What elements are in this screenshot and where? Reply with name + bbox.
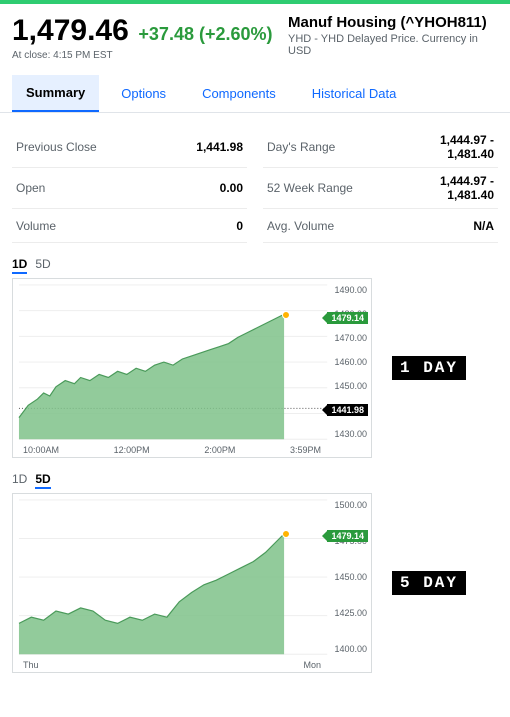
stat-value: 0	[236, 219, 243, 233]
last-price: 1,479.46	[12, 14, 129, 48]
stat-label: Avg. Volume	[267, 219, 334, 233]
stats-table: Previous Close 1,441.98 Day's Range 1,44…	[0, 113, 510, 251]
chart1-current-tag: 1479.14	[327, 312, 368, 324]
badge-1-day: 1 DAY	[392, 356, 466, 380]
stat-label: 52 Week Range	[267, 181, 353, 195]
chart1-row: 1490.001480.001470.001460.001450.001440.…	[0, 278, 510, 466]
badge-5-day: 5 DAY	[392, 571, 466, 595]
chart2-range-tabs: 1D 5D	[0, 466, 510, 493]
chart1-range-tabs: 1D 5D	[0, 251, 510, 278]
stat-label: Day's Range	[267, 140, 335, 154]
chart1-current-marker	[282, 311, 290, 319]
tab-components[interactable]: Components	[188, 76, 290, 111]
stat-value: 1,444.97 - 1,481.40	[440, 133, 494, 161]
stat-value: 1,444.97 - 1,481.40	[440, 174, 494, 202]
tab-options[interactable]: Options	[107, 76, 180, 111]
stat-days-range: Day's Range 1,444.97 - 1,481.40	[263, 127, 498, 168]
chart-1d[interactable]: 1490.001480.001470.001460.001450.001440.…	[12, 278, 372, 458]
stat-volume: Volume 0	[12, 209, 247, 243]
tab-historical-data[interactable]: Historical Data	[298, 76, 411, 111]
chart2-current-marker	[282, 530, 290, 538]
title-block: Manuf Housing (^YHOH811) YHD - YHD Delay…	[288, 14, 498, 57]
tab-summary[interactable]: Summary	[12, 75, 99, 112]
stat-value: 0.00	[220, 181, 243, 195]
stat-52-week-range: 52 Week Range 1,444.97 - 1,481.40	[263, 168, 498, 209]
symbol-subtitle: YHD - YHD Delayed Price. Currency in USD	[288, 33, 498, 57]
stat-label: Open	[16, 181, 45, 195]
header: 1,479.46 +37.48 (+2.60%) At close: 4:15 …	[0, 4, 510, 67]
range-tab-1d[interactable]: 1D	[12, 257, 27, 274]
chart2-svg	[13, 494, 371, 672]
price-change: +37.48 (+2.60%)	[138, 24, 272, 45]
chart2-row: 1500.001475.001450.001425.001400.00 ThuM…	[0, 493, 510, 681]
stat-value: 1,441.98	[196, 140, 243, 154]
stat-avg-volume: Avg. Volume N/A	[263, 209, 498, 243]
stat-label: Previous Close	[16, 140, 97, 154]
stat-value: N/A	[473, 219, 494, 233]
chart-5d[interactable]: 1500.001475.001450.001425.001400.00 ThuM…	[12, 493, 372, 673]
stat-previous-close: Previous Close 1,441.98	[12, 127, 247, 168]
range-tab-5d[interactable]: 5D	[35, 257, 50, 272]
chart1-prev-close-tag: 1441.98	[327, 404, 368, 416]
range-tab-5d[interactable]: 5D	[35, 472, 50, 489]
close-note: At close: 4:15 PM EST	[12, 50, 273, 61]
range-tab-1d[interactable]: 1D	[12, 472, 27, 487]
stat-open: Open 0.00	[12, 168, 247, 209]
chart2-current-tag: 1479.14	[327, 530, 368, 542]
price-block: 1,479.46 +37.48 (+2.60%) At close: 4:15 …	[12, 14, 273, 61]
main-tabs: SummaryOptionsComponentsHistorical Data	[0, 67, 510, 113]
chart1-svg	[13, 279, 371, 457]
stat-label: Volume	[16, 219, 56, 233]
symbol-title: Manuf Housing (^YHOH811)	[288, 14, 498, 31]
